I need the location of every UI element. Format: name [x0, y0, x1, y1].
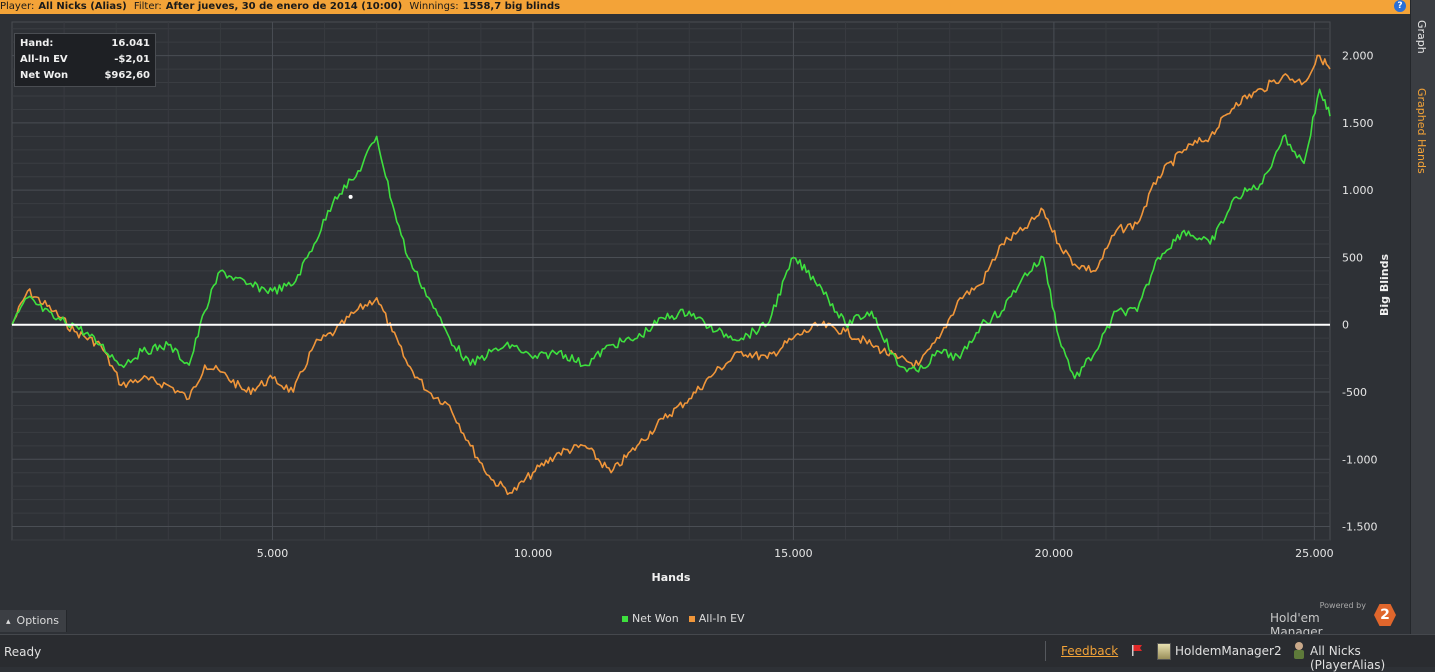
tab-graph[interactable]: Graph: [1415, 20, 1428, 54]
filter-label: Filter:: [133, 1, 162, 12]
right-side-panel: Graph Graphed Hands: [1410, 0, 1435, 634]
status-divider: [1045, 641, 1046, 661]
tooltip-row-hand: Hand: 16.041: [20, 38, 150, 49]
player-label: Player:: [0, 1, 35, 12]
legend-item-net-won[interactable]: Net Won: [622, 612, 679, 625]
winnings-line-chart[interactable]: 2.000 1.500 1.000 500 0 -500 -1.000 -1.500 5.000…: [0, 14, 1410, 610]
tooltip-row-net-won: Net Won $962,60: [20, 70, 150, 81]
y-axis-label: Big Blinds: [1378, 254, 1391, 316]
player-avatar-icon[interactable]: [1292, 641, 1306, 659]
x-tick-label: 15.000: [774, 547, 813, 560]
filter-bar: Player: All Nicks (Alias) Filter: After ju…: [0, 0, 1410, 14]
legend-swatch-net-won: [622, 615, 628, 622]
legend-item-all-in-ev[interactable]: All-In EV: [688, 612, 745, 625]
status-bar: Ready Feedback HoldemManager2 All Nicks …: [0, 634, 1435, 672]
y-tick-label: 500: [1342, 251, 1363, 264]
hover-tooltip: Hand: 16.041 All-In EV -$2,01 Net Won $962,…: [14, 33, 156, 87]
tab-graphed-hands[interactable]: Graphed Hands: [1415, 88, 1428, 174]
legend-label-all-in-ev: All-In EV: [698, 612, 745, 625]
options-button[interactable]: ▴ Options: [0, 610, 67, 632]
y-tick-label: -1.500: [1342, 521, 1377, 534]
y-tick-label: 1.500: [1342, 117, 1374, 130]
plot-area: [11, 21, 1331, 541]
feedback-link[interactable]: Feedback: [1061, 644, 1119, 658]
player-name[interactable]: All Nicks (PlayerAlias): [1310, 644, 1386, 672]
powered-by-logo: Powered by Hold'em Manager 2: [1270, 601, 1400, 639]
x-tick-label: 10.000: [514, 547, 553, 560]
chevron-up-icon: ▴: [6, 617, 11, 627]
database-icon[interactable]: [1157, 643, 1171, 660]
y-tick-label: 0: [1342, 319, 1349, 332]
series-line-net-won: [11, 88, 1331, 380]
x-tick-label: 5.000: [257, 547, 289, 560]
help-icon[interactable]: ?: [1394, 0, 1406, 12]
y-tick-label: 1.000: [1342, 184, 1374, 197]
brand-badge: 2: [1374, 604, 1396, 626]
x-axis-label: Hands: [652, 571, 691, 584]
options-label: Options: [16, 614, 59, 627]
series-line-all-in-ev: [11, 54, 1331, 496]
winnings-label: Winnings:: [409, 1, 459, 12]
powered-by-text: Powered by: [1319, 601, 1366, 610]
legend-swatch-all-in-ev: [688, 615, 695, 622]
player-value: All Nicks (Alias): [38, 1, 127, 12]
x-tick-label: 25.000: [1295, 547, 1334, 560]
filter-value: After jueves, 30 de enero de 2014 (10:00…: [165, 1, 403, 12]
winnings-value: 1558,7 big blinds: [462, 1, 561, 12]
legend-label-net-won: Net Won: [632, 612, 679, 625]
y-tick-label: -1.000: [1342, 453, 1377, 466]
status-text: Ready: [4, 645, 42, 659]
y-tick-label: 2.000: [1342, 50, 1374, 63]
database-name[interactable]: HoldemManager2: [1175, 644, 1282, 658]
chart-legend: Net Won All-In EV: [622, 612, 745, 625]
flag-icon[interactable]: [1131, 644, 1143, 656]
hover-point-marker: [348, 194, 353, 199]
tooltip-row-allin-ev: All-In EV -$2,01: [20, 54, 150, 65]
y-tick-label: -500: [1342, 386, 1367, 399]
x-tick-label: 20.000: [1035, 547, 1074, 560]
